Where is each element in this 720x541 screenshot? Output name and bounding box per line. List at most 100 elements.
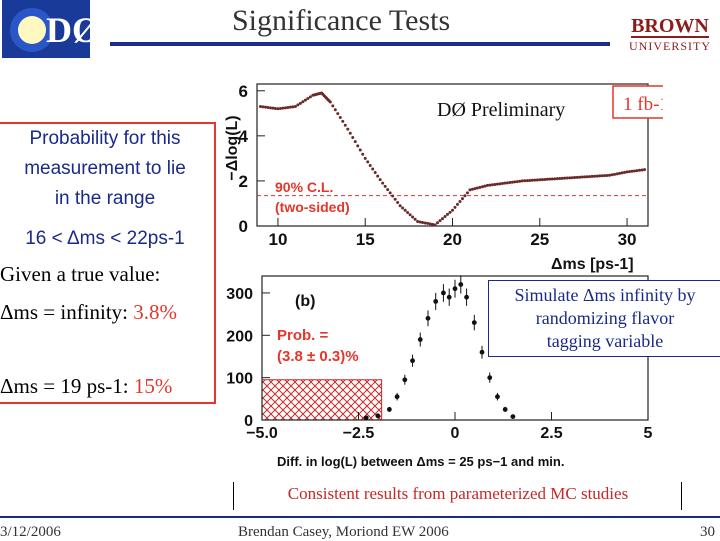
chart1-point [458, 200, 462, 204]
chart1-point [505, 181, 509, 185]
chart2-point [464, 294, 469, 300]
chart2-point [375, 413, 381, 419]
case2-label: Δms = 19 ps-1: [0, 374, 129, 398]
chart1-point [303, 98, 307, 102]
chart1-point [638, 168, 642, 172]
chart1-ytick-label: 2 [239, 172, 248, 191]
probability-line-1: Probability for this [29, 128, 181, 149]
chart1-point [540, 178, 544, 182]
chart1-point [503, 181, 507, 185]
chart2-point [417, 337, 423, 342]
chart1-point [555, 177, 559, 181]
chart1-point [373, 171, 377, 175]
chart1-point [558, 177, 562, 181]
chart2-xtick-label: 5 [644, 425, 653, 442]
chart2-point [452, 286, 458, 292]
chart1-point [441, 217, 445, 221]
chart1-point [610, 173, 614, 177]
chart1-point [568, 176, 572, 180]
chart2-ytick-label: 0 [244, 413, 253, 430]
chart1-point [403, 208, 407, 212]
chart1-point [585, 175, 589, 179]
chart1-point [510, 180, 514, 184]
chart1-point [480, 185, 484, 189]
chart1-point [490, 183, 494, 187]
chart1-point [543, 177, 547, 181]
likelihood-scan-chart: −Δlog(L) 10 15 20 25 30 0 2 4 6 DØ Preliminary 1… [224, 82, 663, 273]
range-text: 16 < Δms < 22ps-1 [25, 228, 185, 249]
brown-university-logo: BROWN UNIVERSITY [629, 15, 710, 53]
chart1-point [588, 175, 592, 179]
chart1-point [336, 112, 340, 116]
chart1-xtick-label: 25 [530, 230, 549, 249]
footer-page: 30 [700, 524, 715, 540]
chart2-hatched-region [261, 379, 383, 421]
chart1-point [548, 177, 552, 181]
chart1-point [308, 95, 312, 99]
simulate-line-1: Simulate Δms infinity by [514, 285, 696, 305]
chart1-point [573, 176, 577, 180]
chart1-point [635, 169, 639, 173]
chart1-point [413, 217, 417, 221]
chart1-point [283, 106, 287, 110]
chart1-point [371, 167, 375, 171]
chart1-point [533, 178, 537, 182]
chart1-point [428, 222, 432, 226]
brown-logo-top: BROWN [631, 15, 709, 37]
chart1-point [341, 119, 345, 123]
chart1-point [393, 197, 397, 201]
chart1-ytick-label: 6 [239, 82, 248, 101]
chart2-point [487, 375, 493, 381]
title-underline [110, 42, 610, 46]
chart2-prob-line-1: Prob. = [277, 327, 329, 344]
page-title: Significance Tests [232, 4, 451, 37]
chart1-point [475, 186, 479, 190]
significance-histogram-chart: −5.0 −2.5 0 2.5 5 0 100 200 300 (b) Prob. = (3.8… [226, 275, 653, 469]
chart2-point [363, 415, 369, 421]
chart1-ytick-label: 4 [239, 127, 249, 146]
chart1-point [593, 174, 597, 178]
chart1-point [293, 105, 297, 109]
chart1-point [455, 202, 459, 206]
chart1-point [448, 210, 452, 214]
simulate-line-2: randomizing flavor [535, 308, 675, 328]
chart1-point [426, 221, 430, 225]
chart1-xtick-label: 20 [443, 230, 462, 249]
probability-line-3: in the range [54, 188, 156, 209]
case1-value: 3.8% [133, 300, 178, 324]
chart2-point [479, 349, 485, 355]
chart1-point [356, 144, 360, 148]
chart2-point [502, 407, 508, 412]
chart1-point [530, 178, 534, 182]
chart2-point [425, 315, 431, 321]
chart1-point [488, 183, 492, 187]
chart1-point [268, 106, 272, 110]
chart1-point [518, 179, 522, 183]
chart1-point [470, 187, 474, 191]
chart2-xtick-label: 2.5 [540, 425, 562, 442]
chart1-point [563, 176, 567, 180]
chart2-plot-area: −5.0 −2.5 0 2.5 5 0 100 200 300 [226, 275, 653, 442]
chart1-point [600, 174, 604, 178]
chart1-point [433, 223, 437, 227]
chart1-point [578, 175, 582, 179]
chart1-point [363, 156, 367, 160]
chart1-point [443, 215, 447, 219]
chart1-point [513, 180, 517, 184]
given-text: Given a true value: [0, 262, 161, 286]
chart1-point [605, 173, 609, 177]
chart1-point [386, 188, 390, 192]
chart2-point [441, 290, 446, 296]
chart1-point [261, 105, 265, 109]
simulate-box: Simulate Δms infinity by randomizing fla… [488, 280, 720, 357]
chart2-point [458, 282, 464, 287]
chart1-point [478, 185, 482, 189]
lumi-box [612, 85, 663, 119]
case2-value: 15% [133, 374, 173, 398]
chart2-point [446, 294, 452, 300]
chart1-point [301, 100, 305, 104]
chart1-point [423, 221, 427, 225]
chart1-point [333, 108, 337, 112]
chart1-point [376, 174, 380, 178]
consistent-results-text: Consistent results from parameterized MC… [287, 484, 629, 503]
